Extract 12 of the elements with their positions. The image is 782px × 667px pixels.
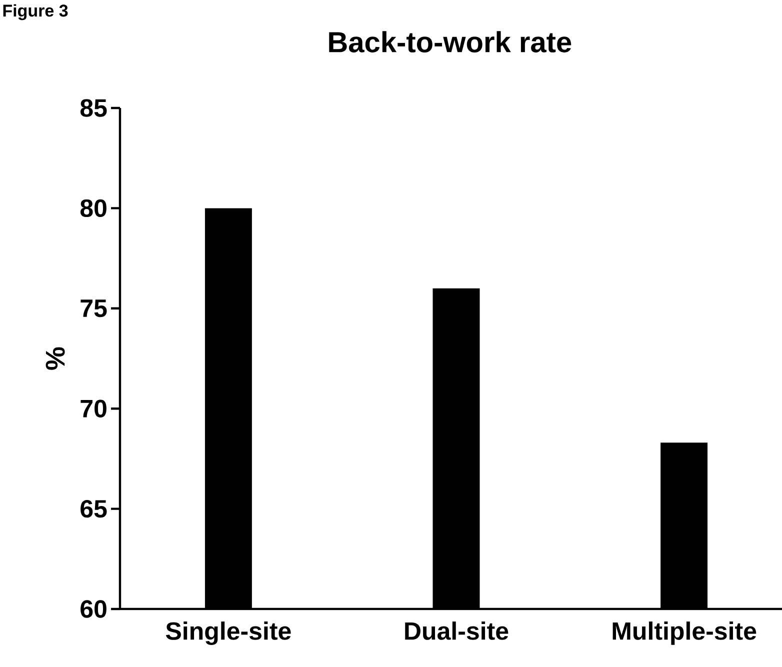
x-tick-label: Single-site bbox=[166, 622, 291, 645]
x-tick-label: Multiple-site bbox=[612, 622, 756, 645]
y-tick-label: 85 bbox=[80, 99, 107, 117]
y-tick-label: 80 bbox=[80, 199, 106, 218]
y-tick-label: 75 bbox=[80, 300, 107, 318]
y-axis-title: % bbox=[46, 347, 65, 370]
y-tick-label: 70 bbox=[80, 400, 106, 418]
x-tick-label: Dual-site bbox=[405, 622, 508, 640]
y-tick-label: 65 bbox=[80, 500, 107, 518]
y-tick-label: 60 bbox=[80, 600, 106, 618]
caption: Figure 3 bbox=[3, 4, 68, 20]
chart-title: Back-to-work rate bbox=[329, 31, 572, 52]
